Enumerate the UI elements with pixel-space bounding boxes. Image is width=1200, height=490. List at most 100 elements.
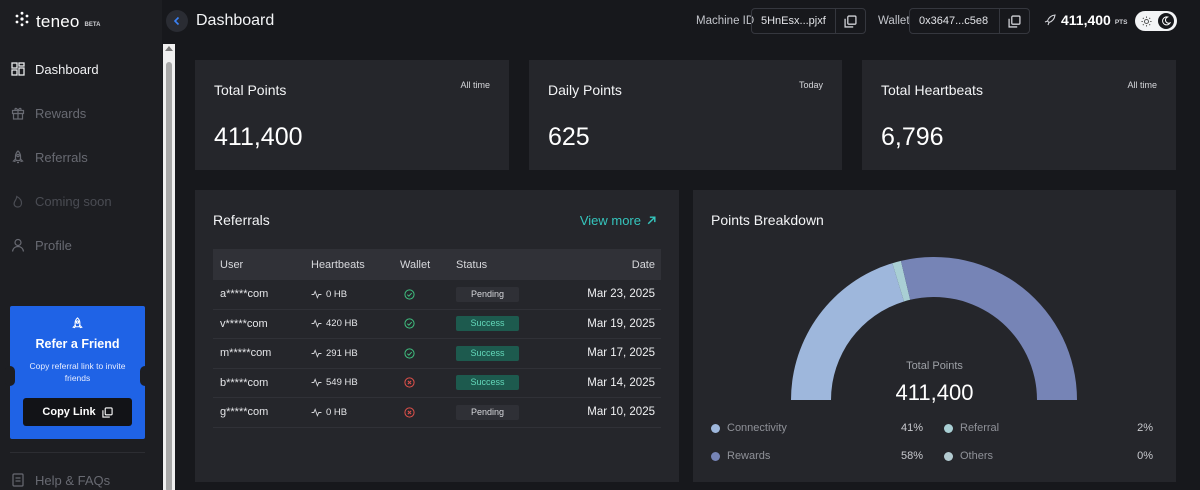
sidebar: teneo BETA Dashboard Rewards Referrals	[0, 0, 162, 490]
wallet-label: Wallet	[878, 15, 910, 27]
referral-heartbeats: 549 HB	[311, 377, 400, 388]
page-title: Dashboard	[196, 12, 275, 29]
referral-date: Mar 10, 2025	[587, 406, 655, 419]
back-button[interactable]	[166, 10, 188, 32]
sidebar-item-rewards[interactable]: Rewards	[10, 105, 86, 121]
sidebar-item-label: Rewards	[35, 105, 87, 121]
referrals-panel: Referrals View more User Heartbeats Wall…	[195, 190, 679, 482]
copy-link-button[interactable]: Copy Link	[23, 398, 132, 426]
legend-label: Others	[960, 450, 994, 462]
sidebar-item-referrals[interactable]: Referrals	[10, 149, 88, 165]
legend-percentage: 2%	[1137, 422, 1153, 434]
donut-segment-referral[interactable]	[892, 260, 911, 302]
points-value: 411,400	[1061, 12, 1111, 28]
stat-value: 625	[548, 123, 590, 151]
view-more-label: View more	[579, 213, 641, 228]
table-header: User Heartbeats Wallet Status Date	[213, 249, 661, 280]
referrals-title: Referrals	[213, 212, 270, 228]
table-row: v*****com 420 HB Success Mar 19, 2025	[213, 310, 661, 339]
scrollbar-thumb[interactable]	[166, 62, 172, 490]
legend-color-dot	[711, 423, 720, 433]
heartbeat-pulse-icon	[311, 348, 322, 358]
theme-toggle[interactable]	[1135, 11, 1177, 31]
heartbeat-count: 291 HB	[326, 347, 358, 359]
legend-color-dot	[944, 423, 953, 433]
stat-period-tag: All time	[460, 80, 490, 90]
stat-value: 411,400	[214, 123, 303, 151]
referral-heartbeats: 420 HB	[311, 318, 400, 329]
sidebar-item-label: Help & FAQs	[35, 472, 111, 488]
stat-title: Total Points	[214, 82, 287, 98]
referral-status: Pending	[456, 404, 574, 420]
heartbeat-count: 0 HB	[326, 406, 348, 418]
referral-user: a*****com	[220, 288, 269, 301]
machine-id-label: Machine ID	[696, 15, 755, 27]
chevron-left-icon	[173, 16, 180, 26]
referral-user: b*****com	[220, 376, 269, 389]
sidebar-item-dashboard[interactable]: Dashboard	[10, 61, 99, 77]
donut-center-value: 411,400	[895, 380, 974, 405]
referral-heartbeats: 0 HB	[311, 407, 400, 418]
legend-label: Connectivity	[727, 422, 787, 434]
arrow-up-right-icon	[647, 216, 656, 225]
status-badge: Success	[456, 375, 519, 391]
donut-segment-connectivity[interactable]	[791, 263, 905, 400]
copy-machine-id-button[interactable]	[835, 9, 865, 33]
legend-item-others: Others	[944, 450, 993, 462]
gift-icon	[10, 105, 26, 121]
donut-segment-rewards[interactable]	[900, 257, 1077, 400]
referral-status: Pending	[456, 286, 574, 302]
table-row: g*****com 0 HB Pending Mar 10, 2025	[213, 398, 661, 428]
beta-badge: BETA	[84, 21, 101, 28]
legend-label: Rewards	[727, 450, 771, 462]
sidebar-item-label: Coming soon	[35, 193, 112, 209]
flame-icon	[10, 193, 26, 209]
scrollbar[interactable]	[163, 44, 175, 490]
referral-status: Success	[456, 375, 574, 391]
status-badge: Success	[456, 316, 519, 332]
table-row: a*****com 0 HB Pending Mar 23, 2025	[213, 280, 661, 310]
status-badge: Success	[456, 345, 519, 361]
user-icon	[10, 237, 26, 253]
stat-value: 6,796	[881, 123, 944, 151]
points-display: 411,400 PTS	[1044, 12, 1128, 28]
machine-id-value: 5HnEsx...pjxf	[761, 15, 826, 27]
sidebar-item-profile[interactable]: Profile	[10, 237, 72, 253]
table-row: m*****com 291 HB Success Mar 17, 2025	[213, 339, 661, 369]
rocket-icon	[1044, 14, 1056, 26]
wallet-field: 0x3647...c5e8	[909, 8, 1030, 34]
document-icon	[10, 472, 26, 488]
referral-status: Success	[456, 316, 574, 332]
referral-status: Success	[456, 345, 574, 361]
wallet-value: 0x3647...c5e8	[919, 15, 989, 27]
legend-item-referral: Referral	[944, 422, 999, 434]
status-badge: Pending	[456, 404, 519, 420]
heartbeat-pulse-icon	[311, 378, 322, 388]
app-name: teneo	[36, 11, 80, 31]
legend-color-dot	[944, 451, 953, 461]
referral-user: v*****com	[220, 317, 268, 330]
heartbeat-pulse-icon	[311, 289, 322, 299]
referral-heartbeats: 291 HB	[311, 348, 400, 359]
sidebar-item-help[interactable]: Help & FAQs	[10, 472, 110, 488]
referral-user: m*****com	[220, 347, 272, 360]
refer-card-title: Refer a Friend	[35, 337, 120, 351]
check-circle-icon	[400, 348, 456, 359]
stat-period-tag: Today	[798, 80, 823, 90]
rocket-icon	[10, 149, 26, 165]
view-more-link[interactable]: View more	[580, 213, 657, 228]
copy-wallet-button[interactable]	[999, 9, 1029, 33]
teneo-logo-icon	[14, 11, 30, 32]
scroll-up-arrow-icon[interactable]	[165, 46, 173, 51]
referral-date: Mar 14, 2025	[587, 376, 655, 389]
points-donut-chart	[791, 257, 1077, 400]
column-header: Heartbeats	[311, 258, 365, 271]
referral-date: Mar 23, 2025	[587, 288, 655, 301]
machine-id-field: 5HnEsx...pjxf	[751, 8, 866, 34]
sidebar-item-label: Dashboard	[35, 61, 99, 77]
refer-card-subtitle: Copy referral link to invite friends	[29, 361, 126, 383]
app-logo[interactable]: teneo BETA	[14, 11, 100, 32]
referrals-table: User Heartbeats Wallet Status Date a****…	[213, 249, 661, 428]
copy-icon	[101, 406, 113, 418]
check-circle-icon	[400, 289, 456, 300]
